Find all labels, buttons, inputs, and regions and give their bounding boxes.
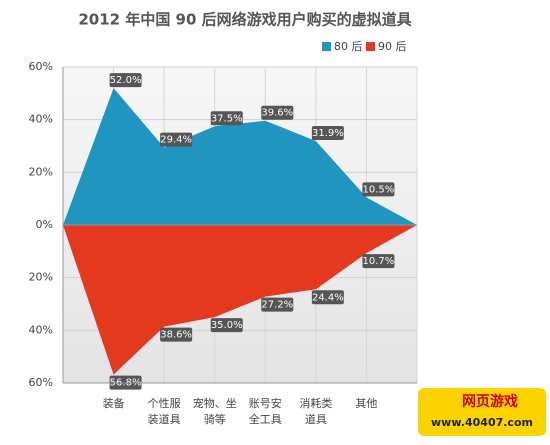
value-label-box bbox=[210, 318, 243, 333]
x-tick-label: 装备 bbox=[103, 396, 125, 410]
x-tick-label: 宠物、坐 bbox=[193, 396, 237, 410]
value-label: 24.4% bbox=[312, 292, 344, 303]
y-tick-label: 0% bbox=[36, 218, 53, 231]
y-tick-label: 40% bbox=[29, 323, 53, 336]
x-tick-label: 全工具 bbox=[249, 412, 282, 426]
x-tick-label: 账号安 bbox=[249, 396, 282, 410]
value-label: 29.4% bbox=[160, 135, 192, 146]
watermark: 网页游戏 www.40407.com bbox=[418, 388, 546, 436]
value-label-box bbox=[160, 327, 193, 342]
x-tick-label: 装道具 bbox=[148, 412, 181, 426]
x-tick-label: 个性服 bbox=[148, 396, 181, 410]
watermark-badge bbox=[418, 388, 546, 436]
y-tick-label: 20% bbox=[29, 271, 53, 284]
value-label: 31.9% bbox=[312, 128, 344, 139]
value-label: 52.0% bbox=[110, 75, 142, 86]
value-label-box bbox=[261, 297, 294, 312]
value-label-box bbox=[109, 73, 142, 88]
y-tick-label: 60% bbox=[29, 376, 53, 389]
watermark-url: www.40407.com bbox=[431, 416, 533, 429]
x-tick-label: 骑等 bbox=[204, 412, 226, 426]
x-tick-label: 其他 bbox=[355, 397, 377, 410]
area bbox=[63, 88, 417, 225]
watermark-text: 网页游戏 bbox=[462, 393, 518, 410]
legend-swatch bbox=[366, 42, 375, 51]
value-label: 39.6% bbox=[261, 108, 293, 119]
value-label-box bbox=[362, 182, 395, 197]
x-tick-label: 道具 bbox=[305, 412, 327, 426]
area bbox=[63, 225, 417, 375]
x-tick-label: 消耗类 bbox=[299, 396, 332, 410]
value-label-box bbox=[311, 125, 344, 140]
legend-label: 90 后 bbox=[378, 40, 407, 53]
value-label-box bbox=[160, 132, 193, 147]
value-label-box bbox=[311, 290, 344, 305]
value-label-box bbox=[261, 105, 294, 120]
y-tick-label: 40% bbox=[29, 113, 53, 126]
value-label: 27.2% bbox=[261, 300, 293, 311]
value-label-box bbox=[210, 111, 243, 126]
value-label: 35.0% bbox=[211, 320, 243, 331]
value-label: 38.6% bbox=[160, 330, 192, 341]
value-label: 37.5% bbox=[211, 113, 243, 124]
y-tick-label: 20% bbox=[29, 165, 53, 178]
value-label: 10.5% bbox=[363, 184, 395, 195]
legend-label: 80 后 bbox=[334, 40, 363, 53]
value-label-box bbox=[362, 254, 395, 269]
chart-title: 2012 年中国 90 后网络游戏用户购买的虚拟道具 bbox=[78, 11, 411, 29]
y-tick-label: 60% bbox=[29, 60, 53, 73]
value-label: 10.7% bbox=[363, 256, 395, 267]
legend-swatch bbox=[322, 42, 331, 51]
